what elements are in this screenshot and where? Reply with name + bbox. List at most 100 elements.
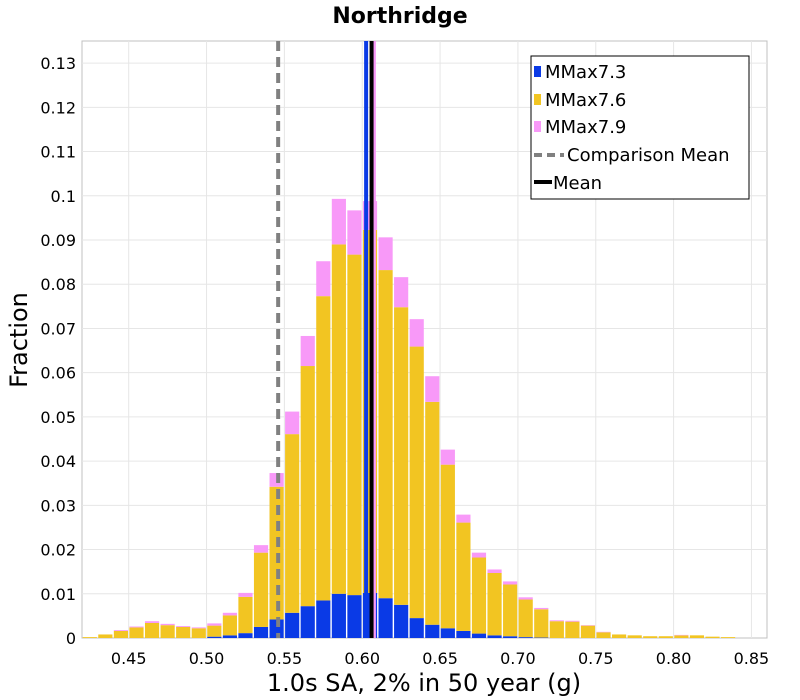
bar-mmax7-6	[394, 307, 409, 605]
y-tick-label: 0.08	[40, 275, 76, 294]
y-tick-label: 0.12	[40, 98, 76, 117]
bar-mmax7-9	[176, 626, 191, 627]
bar-mmax7-6	[113, 630, 129, 638]
bar-mmax7-6	[98, 634, 113, 638]
y-tick-label: 0.09	[40, 231, 76, 250]
y-tick-label: 0.07	[40, 319, 76, 338]
x-tick-label: 0.60	[344, 649, 380, 668]
x-tick-label: 0.45	[111, 649, 147, 668]
x-axis-ticks: 0.45 0.50 0.55 0.60 0.65 0.70 0.75 0.80 0.85	[111, 649, 769, 668]
y-tick-label: 0.1	[51, 187, 76, 206]
bar-mmax7-6	[689, 635, 705, 638]
bar-mmax7-9	[425, 376, 440, 402]
bar-mmax7-3	[378, 598, 393, 638]
bar-mmax7-3	[207, 636, 222, 638]
bar-mmax7-9	[487, 569, 502, 573]
y-axis-label: Fraction	[5, 292, 33, 388]
bar-mmax7-6	[580, 625, 596, 638]
legend: MMax7.3 MMax7.6 MMax7.9 Comparison Mean …	[530, 55, 750, 200]
bar-mmax7-6	[471, 557, 487, 634]
bar-mmax7-3	[471, 633, 487, 638]
bar-mmax7-9	[316, 261, 331, 297]
bar-mmax7-6	[518, 599, 533, 638]
legend-label-mmax79: MMax7.9	[545, 117, 626, 138]
bar-mmax7-6	[222, 615, 237, 636]
bar-mmax7-6	[129, 627, 144, 638]
mean-lines	[276, 41, 376, 638]
bar-mmax7-9	[409, 319, 424, 347]
y-tick-label: 0.05	[40, 408, 76, 427]
bar-mmax7-6	[425, 401, 440, 625]
y-tick-label: 0.01	[40, 585, 76, 604]
bar-mmax7-6	[487, 572, 502, 636]
bar-mmax7-6	[658, 636, 673, 638]
bar-mmax7-6	[331, 244, 346, 594]
bar-mmax7-9	[331, 198, 346, 245]
y-tick-label: 0.13	[40, 54, 76, 73]
bar-mmax7-6	[82, 637, 97, 638]
bar-mmax7-6	[643, 636, 658, 638]
y-tick-label: 0.02	[40, 541, 76, 560]
bar-mmax7-6	[316, 296, 331, 601]
legend-swatch-mmax73	[534, 66, 541, 77]
bar-mmax7-3	[238, 633, 253, 638]
bar-mmax7-6	[705, 636, 720, 638]
bar-mmax7-6	[300, 366, 315, 607]
y-tick-label: 0.04	[40, 452, 76, 471]
legend-label-comparison-mean: Comparison Mean	[567, 145, 730, 166]
x-tick-label: 0.80	[656, 649, 692, 668]
y-tick-label: 0.11	[40, 143, 76, 162]
bar-mmax7-6	[347, 254, 362, 596]
bar-mmax7-9	[300, 335, 315, 367]
bar-mmax7-9	[238, 592, 253, 597]
bar-mmax7-9	[471, 552, 487, 558]
bar-mmax7-3	[253, 626, 269, 638]
bar-mmax7-6	[238, 596, 253, 634]
grid-lines	[82, 41, 767, 638]
bar-mmax7-6	[674, 635, 689, 638]
x-tick-label: 0.75	[578, 649, 614, 668]
bar-mmax7-9	[144, 621, 160, 623]
bar-mmax7-6	[207, 625, 222, 637]
x-tick-label: 0.70	[500, 649, 536, 668]
bar-mmax7-9	[253, 545, 269, 553]
bar-mmax7-3	[300, 606, 315, 638]
bar-mmax7-6	[549, 621, 564, 638]
bar-mmax7-3	[425, 624, 440, 638]
bar-mmax7-6	[440, 464, 455, 629]
y-tick-label: 0	[66, 629, 76, 648]
legend-label-mean: Mean	[553, 173, 602, 194]
bar-mmax7-6	[627, 635, 642, 638]
chart-title: Northridge	[332, 4, 467, 29]
bar-mmax7-9	[503, 581, 518, 585]
bar-mmax7-9	[347, 210, 362, 255]
x-axis-label: 1.0s SA, 2% in 50 year (g)	[267, 669, 581, 697]
bar-mmax7-9	[160, 623, 175, 626]
legend-swatch-mmax76	[534, 94, 541, 105]
x-tick-label: 0.85	[734, 649, 770, 668]
bar-mmax7-3	[409, 618, 424, 638]
bar-mmax7-3	[222, 635, 237, 638]
bar-mmax7-3	[347, 595, 362, 638]
x-tick-label: 0.65	[422, 649, 458, 668]
bar-mmax7-6	[191, 628, 206, 638]
legend-label-mmax76: MMax7.6	[545, 90, 626, 111]
y-tick-label: 0.03	[40, 496, 76, 515]
bar-mmax7-9	[191, 627, 206, 629]
bar-mmax7-3	[331, 593, 346, 638]
bar-mmax7-6	[144, 622, 160, 638]
bar-mmax7-6	[720, 637, 736, 638]
legend-swatch-mmax79	[534, 121, 541, 132]
bar-mmax7-6	[285, 434, 300, 613]
bar-mmax7-3	[456, 630, 471, 638]
bar-mmax7-6	[456, 522, 471, 631]
bar-mmax7-6	[612, 634, 627, 638]
bar-mmax7-3	[394, 604, 409, 638]
bar-mmax7-9	[129, 626, 144, 628]
bar-mmax7-6	[534, 609, 549, 638]
bar-mmax7-9	[285, 411, 300, 435]
bar-mmax7-3	[440, 628, 455, 638]
bar-mmax7-9	[222, 612, 237, 616]
bar-mmax7-6	[378, 270, 393, 599]
